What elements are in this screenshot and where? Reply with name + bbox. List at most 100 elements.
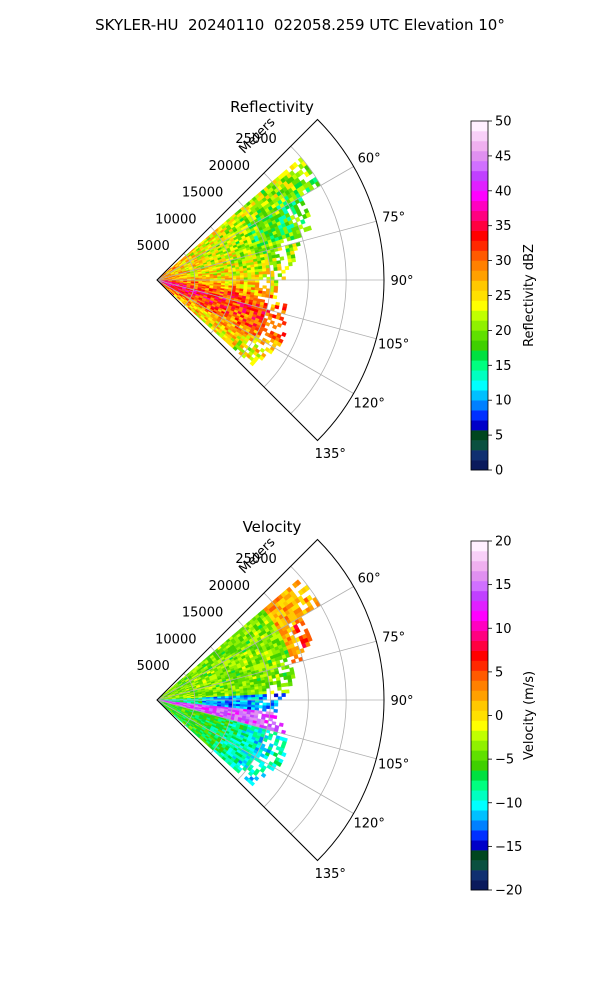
colorbar-tick-label: −20 bbox=[495, 884, 522, 899]
colorbar-swatch bbox=[471, 691, 488, 701]
panel-title: Reflectivity bbox=[230, 98, 314, 116]
radar-cell bbox=[266, 706, 270, 709]
colorbar-tick-label: −10 bbox=[495, 796, 522, 811]
colorbar-swatch bbox=[471, 370, 488, 380]
radar-cell bbox=[258, 293, 262, 296]
radar-cell bbox=[277, 264, 281, 268]
radial-tick-label: 5000 bbox=[137, 659, 170, 674]
radar-cell bbox=[258, 711, 262, 714]
radar-cell bbox=[270, 274, 274, 277]
colorbar-swatch bbox=[471, 151, 488, 161]
colorbar-tick-label: 40 bbox=[495, 184, 512, 199]
radar-cell bbox=[275, 305, 279, 309]
radar-cell bbox=[292, 258, 296, 262]
figure-suptitle: SKYLER-HU 20240110 022058.259 UTC Elevat… bbox=[0, 16, 600, 34]
radar-cell bbox=[270, 320, 275, 324]
radar-cell bbox=[248, 273, 252, 276]
colorbar-swatch bbox=[471, 310, 488, 320]
radar-cell bbox=[259, 692, 263, 695]
colorbar-tick-label: 25 bbox=[495, 289, 512, 304]
colorbar-swatch bbox=[471, 860, 488, 870]
radar-cell bbox=[259, 694, 263, 697]
radar-cell bbox=[248, 693, 252, 696]
radar-cell bbox=[259, 697, 263, 700]
colorbar-swatch bbox=[471, 770, 488, 780]
radar-cell bbox=[274, 286, 278, 289]
radar-cell bbox=[236, 276, 240, 278]
radar-cell bbox=[270, 286, 274, 289]
colorbar-swatch bbox=[471, 681, 488, 691]
colorbar-swatch bbox=[471, 760, 488, 770]
radar-cell bbox=[259, 700, 263, 703]
radar-cell bbox=[248, 275, 252, 278]
colorbar-swatch bbox=[471, 410, 488, 420]
radar-cell bbox=[278, 273, 282, 276]
colorbar-swatch bbox=[471, 390, 488, 400]
colorbar-swatch bbox=[471, 191, 488, 201]
radar-cell bbox=[274, 694, 278, 697]
radar-cell bbox=[263, 694, 267, 697]
azimuth-tick-label: 90° bbox=[390, 694, 413, 709]
colorbar-swatch bbox=[471, 291, 488, 301]
radar-cell bbox=[267, 703, 271, 706]
colorbar-swatch bbox=[471, 810, 488, 820]
radar-cell bbox=[279, 317, 284, 321]
radar-cell bbox=[274, 700, 278, 703]
azimuth-tick-label: 120° bbox=[354, 817, 385, 832]
colorbar-tick-label: −15 bbox=[495, 840, 522, 855]
colorbar-swatch bbox=[471, 750, 488, 760]
radial-tick-label: 10000 bbox=[155, 632, 196, 647]
colorbar-tick-label: 30 bbox=[495, 254, 512, 269]
radar-cell bbox=[272, 721, 276, 725]
azimuth-tick-label: 60° bbox=[358, 572, 381, 587]
radar-cell bbox=[274, 289, 278, 292]
radar-cell bbox=[240, 275, 244, 277]
radar-cell bbox=[285, 266, 289, 270]
colorbar-swatch bbox=[471, 121, 488, 131]
radar-cell bbox=[259, 705, 263, 708]
colorbar-swatch bbox=[471, 730, 488, 740]
radar-cell bbox=[263, 706, 267, 709]
radar-cell bbox=[255, 280, 259, 283]
radar-cell bbox=[275, 254, 279, 258]
radar-cell bbox=[254, 776, 259, 781]
radar-cell bbox=[263, 691, 267, 694]
radar-cell bbox=[236, 696, 240, 698]
radar-cell bbox=[244, 702, 248, 704]
radar-cell bbox=[291, 674, 295, 678]
colorbar-swatch bbox=[471, 340, 488, 350]
radar-cell bbox=[288, 262, 292, 266]
radar-cell bbox=[244, 282, 248, 284]
radar-cell bbox=[277, 267, 281, 271]
radar-cell bbox=[255, 283, 259, 286]
radar-cell bbox=[229, 696, 233, 698]
radar-cell bbox=[259, 277, 263, 280]
radar-cell bbox=[267, 277, 271, 280]
radar-cell bbox=[225, 696, 229, 698]
radar-cell bbox=[255, 277, 259, 280]
colorbar-swatch bbox=[471, 561, 488, 571]
radar-cell bbox=[240, 273, 244, 275]
radar-cell bbox=[244, 273, 248, 276]
radar-cell bbox=[267, 280, 271, 283]
colorbar-swatch bbox=[471, 450, 488, 460]
azimuth-tick-label: 75° bbox=[382, 211, 405, 226]
radar-cell bbox=[274, 283, 278, 286]
colorbar-tick-label: 20 bbox=[495, 535, 512, 550]
colorbar-label: Reflectivity dBZ bbox=[522, 244, 537, 347]
colorbar-tick-label: 15 bbox=[495, 578, 512, 593]
azimuth-tick-label: 120° bbox=[354, 397, 385, 412]
colorbar-swatch bbox=[471, 300, 488, 310]
colorbar-swatch bbox=[471, 171, 488, 181]
radar-cell bbox=[285, 683, 289, 687]
radar-cell bbox=[288, 682, 292, 686]
colorbar-swatch bbox=[471, 460, 488, 470]
colorbar-tick-label: −5 bbox=[495, 753, 514, 768]
radar-cell bbox=[255, 695, 259, 698]
polar-panel-velocity: Velocity60°75°90°105°120°135°50001000015… bbox=[137, 518, 537, 899]
radar-cell bbox=[281, 690, 285, 694]
azimuth-tick-label: 105° bbox=[378, 757, 409, 772]
radar-cell bbox=[240, 693, 244, 695]
radar-cell bbox=[248, 695, 252, 698]
